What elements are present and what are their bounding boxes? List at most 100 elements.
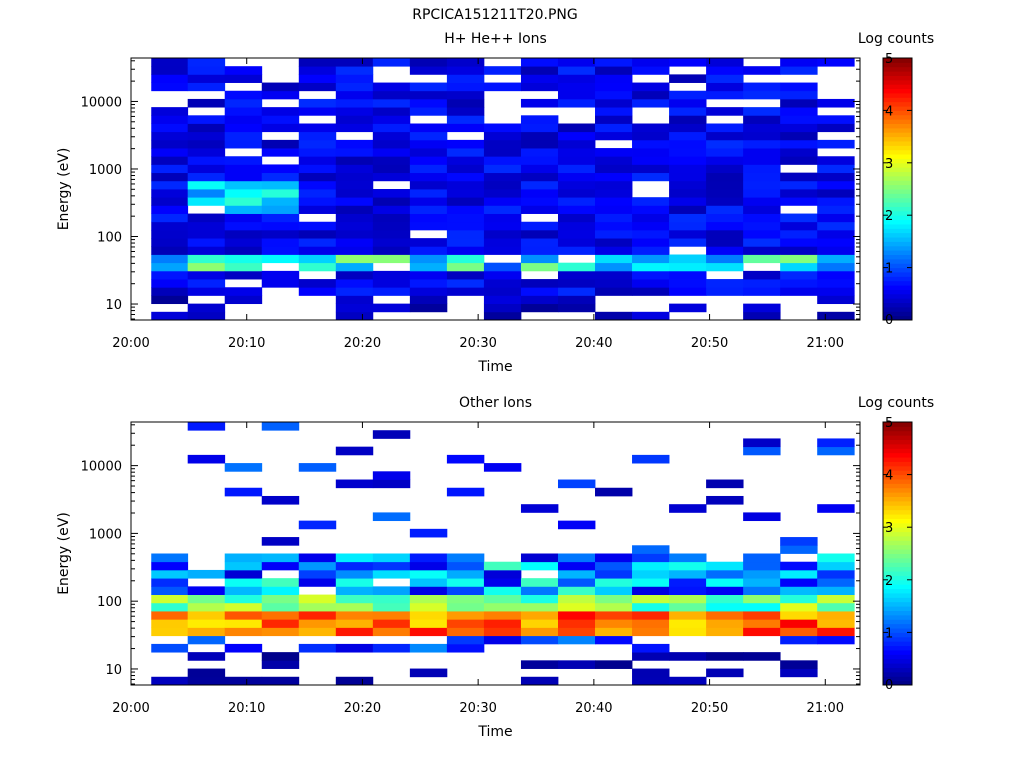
heatmap-cell bbox=[224, 487, 263, 497]
heatmap-cell bbox=[780, 246, 818, 255]
heatmap-cell bbox=[446, 561, 485, 571]
colorbar-step bbox=[883, 535, 912, 541]
heatmap-cell bbox=[780, 90, 818, 100]
heatmap-cell bbox=[446, 213, 485, 223]
heatmap-cell bbox=[187, 594, 226, 604]
heatmap-cell bbox=[780, 238, 818, 247]
colorbar-step bbox=[883, 452, 912, 458]
heatmap-cell bbox=[817, 98, 855, 108]
heatmap-cell bbox=[224, 676, 263, 686]
heatmap-cell bbox=[817, 279, 855, 288]
heatmap-cell bbox=[261, 578, 300, 587]
heatmap-cell bbox=[817, 221, 855, 231]
heatmap-cell bbox=[409, 180, 448, 190]
heatmap-cell bbox=[557, 479, 596, 489]
heatmap-cell bbox=[187, 270, 226, 280]
heatmap-cell bbox=[409, 139, 448, 149]
heatmap-cell bbox=[151, 58, 189, 67]
heatmap-cell bbox=[372, 189, 411, 198]
colorbar-step bbox=[883, 315, 912, 321]
y-tick-label: 10 bbox=[105, 298, 122, 313]
heatmap-cell bbox=[372, 123, 411, 133]
panel-title: Other Ions bbox=[459, 395, 532, 411]
heatmap-cell bbox=[224, 115, 263, 124]
colorbar-step bbox=[883, 680, 912, 686]
heatmap-cell bbox=[151, 611, 189, 620]
heatmap-cell bbox=[446, 189, 485, 198]
heatmap-cell bbox=[224, 561, 263, 571]
heatmap-cell bbox=[595, 172, 633, 182]
colorbar-step bbox=[883, 658, 912, 664]
heatmap-cell bbox=[187, 238, 226, 247]
heatmap-cell bbox=[706, 139, 744, 149]
heatmap-cell bbox=[261, 553, 300, 563]
heatmap-cell bbox=[743, 446, 781, 456]
heatmap-cell bbox=[743, 90, 781, 100]
heatmap-cell bbox=[224, 246, 263, 255]
heatmap-cell bbox=[224, 586, 263, 595]
figure-title: RPCICA151211T20.PNG bbox=[412, 7, 577, 23]
heatmap-cell bbox=[557, 303, 596, 313]
heatmap-cell bbox=[743, 131, 781, 141]
heatmap-cell bbox=[632, 205, 670, 214]
heatmap-cell bbox=[446, 58, 485, 67]
colorbar-step bbox=[883, 167, 912, 173]
x-tick-label: 20:00 bbox=[112, 701, 149, 716]
heatmap-cell bbox=[817, 189, 855, 198]
heatmap-cell bbox=[557, 295, 596, 305]
heatmap-cell bbox=[817, 229, 855, 239]
heatmap-cell bbox=[817, 619, 855, 628]
heatmap-cell bbox=[298, 74, 337, 83]
colorbar-step bbox=[883, 267, 912, 273]
colorbar-step bbox=[883, 258, 912, 264]
heatmap-cell bbox=[743, 611, 781, 620]
colorbar-step bbox=[883, 474, 912, 480]
heatmap-cell bbox=[224, 98, 263, 108]
heatmap-cell bbox=[335, 295, 374, 305]
heatmap-cell bbox=[224, 164, 263, 174]
heatmap-cell bbox=[224, 553, 263, 563]
heatmap-cell bbox=[187, 123, 226, 133]
heatmap-cell bbox=[780, 569, 818, 579]
heatmap-cell bbox=[557, 197, 596, 206]
colorbar-step bbox=[883, 263, 912, 269]
heatmap-cell bbox=[817, 569, 855, 579]
heatmap-cell bbox=[632, 594, 670, 604]
heatmap-cell bbox=[780, 123, 818, 133]
colorbar-step bbox=[883, 140, 912, 146]
heatmap-cell bbox=[669, 287, 707, 296]
colorbar-step bbox=[883, 667, 912, 673]
heatmap-cell bbox=[817, 504, 855, 513]
heatmap-cell bbox=[520, 115, 559, 124]
heatmap-cell bbox=[817, 602, 855, 612]
heatmap-cell bbox=[261, 602, 300, 612]
heatmap-cell bbox=[817, 627, 855, 637]
heatmap-cell bbox=[483, 180, 522, 190]
heatmap-cell bbox=[261, 238, 300, 247]
heatmap-cell bbox=[780, 287, 818, 296]
heatmap-cell bbox=[446, 487, 485, 497]
heatmap-cell bbox=[632, 578, 670, 587]
heatmap-cell bbox=[409, 668, 448, 678]
y-tick-label: 1000 bbox=[89, 163, 122, 178]
heatmap-cell bbox=[780, 221, 818, 231]
heatmap-cell bbox=[780, 668, 818, 678]
heatmap-cell bbox=[483, 139, 522, 149]
x-tick-label: 20:40 bbox=[575, 701, 612, 716]
heatmap-cell bbox=[151, 279, 189, 288]
heatmap-cell bbox=[595, 213, 633, 223]
heatmap-cell bbox=[261, 213, 300, 223]
colorbar-step bbox=[883, 676, 912, 682]
heatmap-cell bbox=[224, 463, 263, 472]
heatmap-cell bbox=[595, 561, 633, 571]
heatmap-cell bbox=[298, 569, 337, 579]
heatmap-cell bbox=[632, 454, 670, 464]
heatmap-cell bbox=[446, 454, 485, 464]
heatmap-cell bbox=[151, 107, 189, 116]
heatmap-cell bbox=[446, 270, 485, 280]
heatmap-cell bbox=[817, 446, 855, 456]
heatmap-cell bbox=[335, 180, 374, 190]
heatmap-cell bbox=[743, 569, 781, 579]
heatmap-cell bbox=[298, 180, 337, 190]
y-tick-label: 10000 bbox=[81, 95, 122, 110]
